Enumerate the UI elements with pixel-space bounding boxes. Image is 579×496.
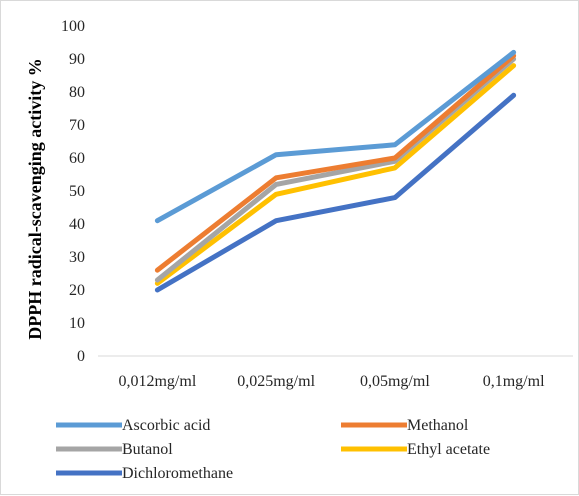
y-tick-label: 50: [69, 183, 85, 200]
y-tick-label: 40: [69, 216, 85, 233]
y-tick-label: 90: [69, 51, 85, 68]
legend-item-methanol: Methanol: [341, 417, 469, 434]
x-tick-label: 0,05mg/ml: [360, 373, 430, 390]
legend-label: Dichloromethane: [122, 465, 233, 482]
x-tick-label: 0,025mg/ml: [237, 373, 315, 390]
series-line-methanol: [154, 53, 517, 273]
legend-label: Ethyl acetate: [407, 441, 490, 458]
legend-item-ethyl-acetate: Ethyl acetate: [341, 441, 490, 458]
legend-item-ascorbic-acid: Ascorbic acid: [56, 417, 210, 434]
y-tick-label: 20: [69, 282, 85, 299]
y-tick-label: 0: [77, 348, 85, 365]
legend-label: Butanol: [122, 441, 173, 458]
x-axis-ticks: 0,012mg/ml 0,025mg/ml 0,05mg/ml 0,1mg/ml: [118, 373, 545, 390]
legend-label: Methanol: [407, 417, 469, 434]
series-line-dichloromethane: [154, 92, 517, 293]
y-tick-label: 80: [69, 84, 85, 101]
y-tick-label: 60: [69, 150, 85, 167]
x-tick-label: 0,012mg/ml: [118, 373, 196, 390]
y-axis-title: DPPH radical-scavenging activity %: [25, 58, 45, 339]
y-tick-label: 10: [69, 315, 85, 332]
legend: Ascorbic acid Methanol Butanol Ethyl acetat…: [56, 417, 490, 482]
series-line-butanol: [154, 56, 517, 283]
series-line-ascorbic-acid: [154, 49, 517, 224]
x-tick-label: 0,1mg/ml: [483, 373, 545, 390]
y-tick-label: 100: [61, 18, 85, 35]
y-axis-ticks: 0 10 20 30 40 50 60 70 80 90 100: [61, 18, 85, 365]
y-tick-label: 70: [69, 117, 85, 134]
legend-label: Ascorbic acid: [122, 417, 210, 434]
y-tick-label: 30: [69, 249, 85, 266]
series-line-ethyl-acetate: [154, 63, 517, 286]
series-lines: [154, 49, 517, 293]
legend-item-dichloromethane: Dichloromethane: [56, 465, 233, 482]
legend-item-butanol: Butanol: [56, 441, 173, 458]
